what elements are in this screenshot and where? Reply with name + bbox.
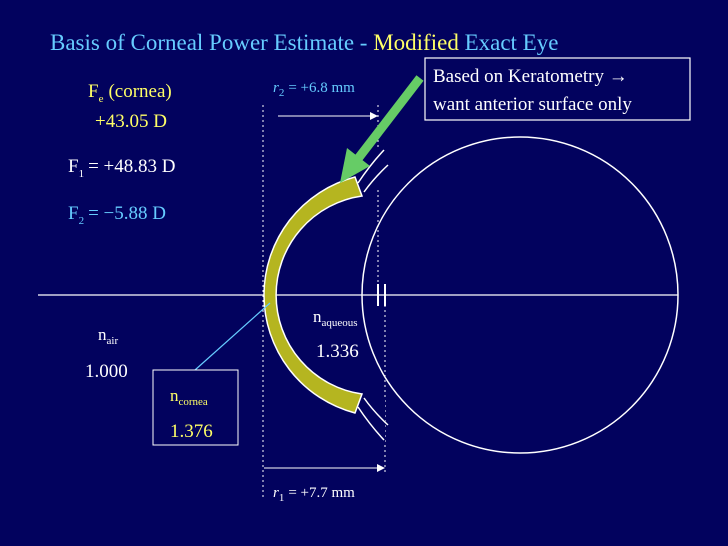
callout-box xyxy=(424,57,691,121)
symbol: n xyxy=(98,325,107,344)
subscript: aqueous xyxy=(322,317,358,329)
subscript: cornea xyxy=(179,396,208,408)
symbol: F xyxy=(88,81,99,102)
n-air-label: nair xyxy=(98,325,118,347)
sclera xyxy=(363,164,389,193)
subscript: 2 xyxy=(79,215,85,227)
r2-value: = +6.8 mm xyxy=(288,80,355,96)
n-cornea-label: ncornea xyxy=(170,386,208,408)
f1-text: = +48.83 D xyxy=(88,156,175,177)
symbol: F xyxy=(68,156,79,177)
n-aqueous-label: naqueous xyxy=(313,307,358,329)
r2-label: r2 = +6.8 mm xyxy=(273,80,355,99)
subscript: 1 xyxy=(279,492,285,504)
r1-arrow-head xyxy=(377,464,385,472)
cornea-pointer xyxy=(194,302,271,371)
n-cornea-box xyxy=(152,369,239,446)
symbol: r xyxy=(273,485,279,501)
subscript: 2 xyxy=(279,87,285,99)
subscript: e xyxy=(99,93,104,105)
f1-label: F1 = +48.83 D xyxy=(68,156,175,180)
title-modified: Modified xyxy=(373,30,459,55)
r1-label: r1 = +7.7 mm xyxy=(273,485,355,504)
sclera xyxy=(357,406,385,441)
fe-text: (cornea) xyxy=(108,81,171,102)
symbol: n xyxy=(313,307,322,326)
r2-arrow-head xyxy=(370,112,378,120)
sclera xyxy=(357,149,385,184)
f2-text: = −5.88 D xyxy=(88,203,166,224)
n-aqueous-value: 1.336 xyxy=(316,341,359,362)
callout-arrow-head xyxy=(340,148,370,183)
subscript: 1 xyxy=(79,168,85,180)
callout-line: Based on Keratometry → xyxy=(433,66,628,87)
fe-label: Fe (cornea) xyxy=(88,81,172,105)
r1-value: = +7.7 mm xyxy=(288,485,355,501)
fe-value: +43.05 D xyxy=(95,111,167,132)
symbol: n xyxy=(170,386,179,405)
callout-line: want anterior surface only xyxy=(433,94,632,115)
cornea xyxy=(263,176,364,414)
callout-arrow xyxy=(353,75,424,163)
title-exact: Exact Eye xyxy=(465,30,559,55)
subscript: air xyxy=(107,335,119,347)
f2-label: F2 = −5.88 D xyxy=(68,203,166,227)
title: Basis of Corneal Power Estimate - Modifi… xyxy=(50,30,558,55)
symbol: r xyxy=(273,80,279,96)
symbol: F xyxy=(68,203,79,224)
n-cornea-value: 1.376 xyxy=(170,421,213,442)
sclera xyxy=(363,397,389,426)
title-main: Basis of Corneal Power Estimate - xyxy=(50,30,367,55)
eyeball xyxy=(361,136,679,454)
n-air-value: 1.000 xyxy=(85,361,128,382)
